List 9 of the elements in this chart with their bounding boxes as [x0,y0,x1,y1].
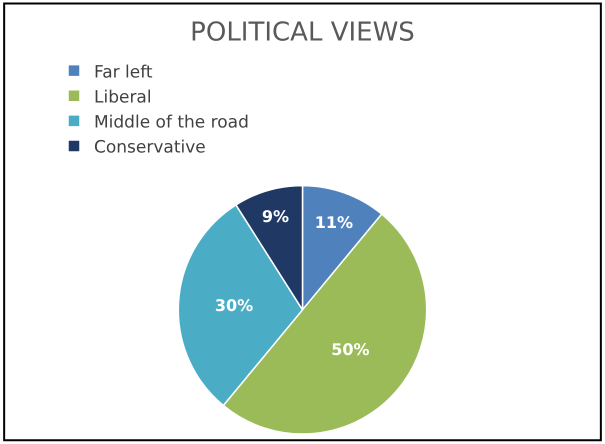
data-label: 50% [331,340,370,359]
legend-label: Conservative [94,138,206,158]
legend-label: Middle of the road [94,112,249,132]
legend-label: Far left [94,62,153,82]
data-label: 11% [314,213,354,232]
legend-label: Liberal [94,87,152,108]
data-label: 9% [262,207,289,226]
chart-title: POLITICAL VIEWS [190,17,415,48]
data-label: 30% [214,296,254,315]
